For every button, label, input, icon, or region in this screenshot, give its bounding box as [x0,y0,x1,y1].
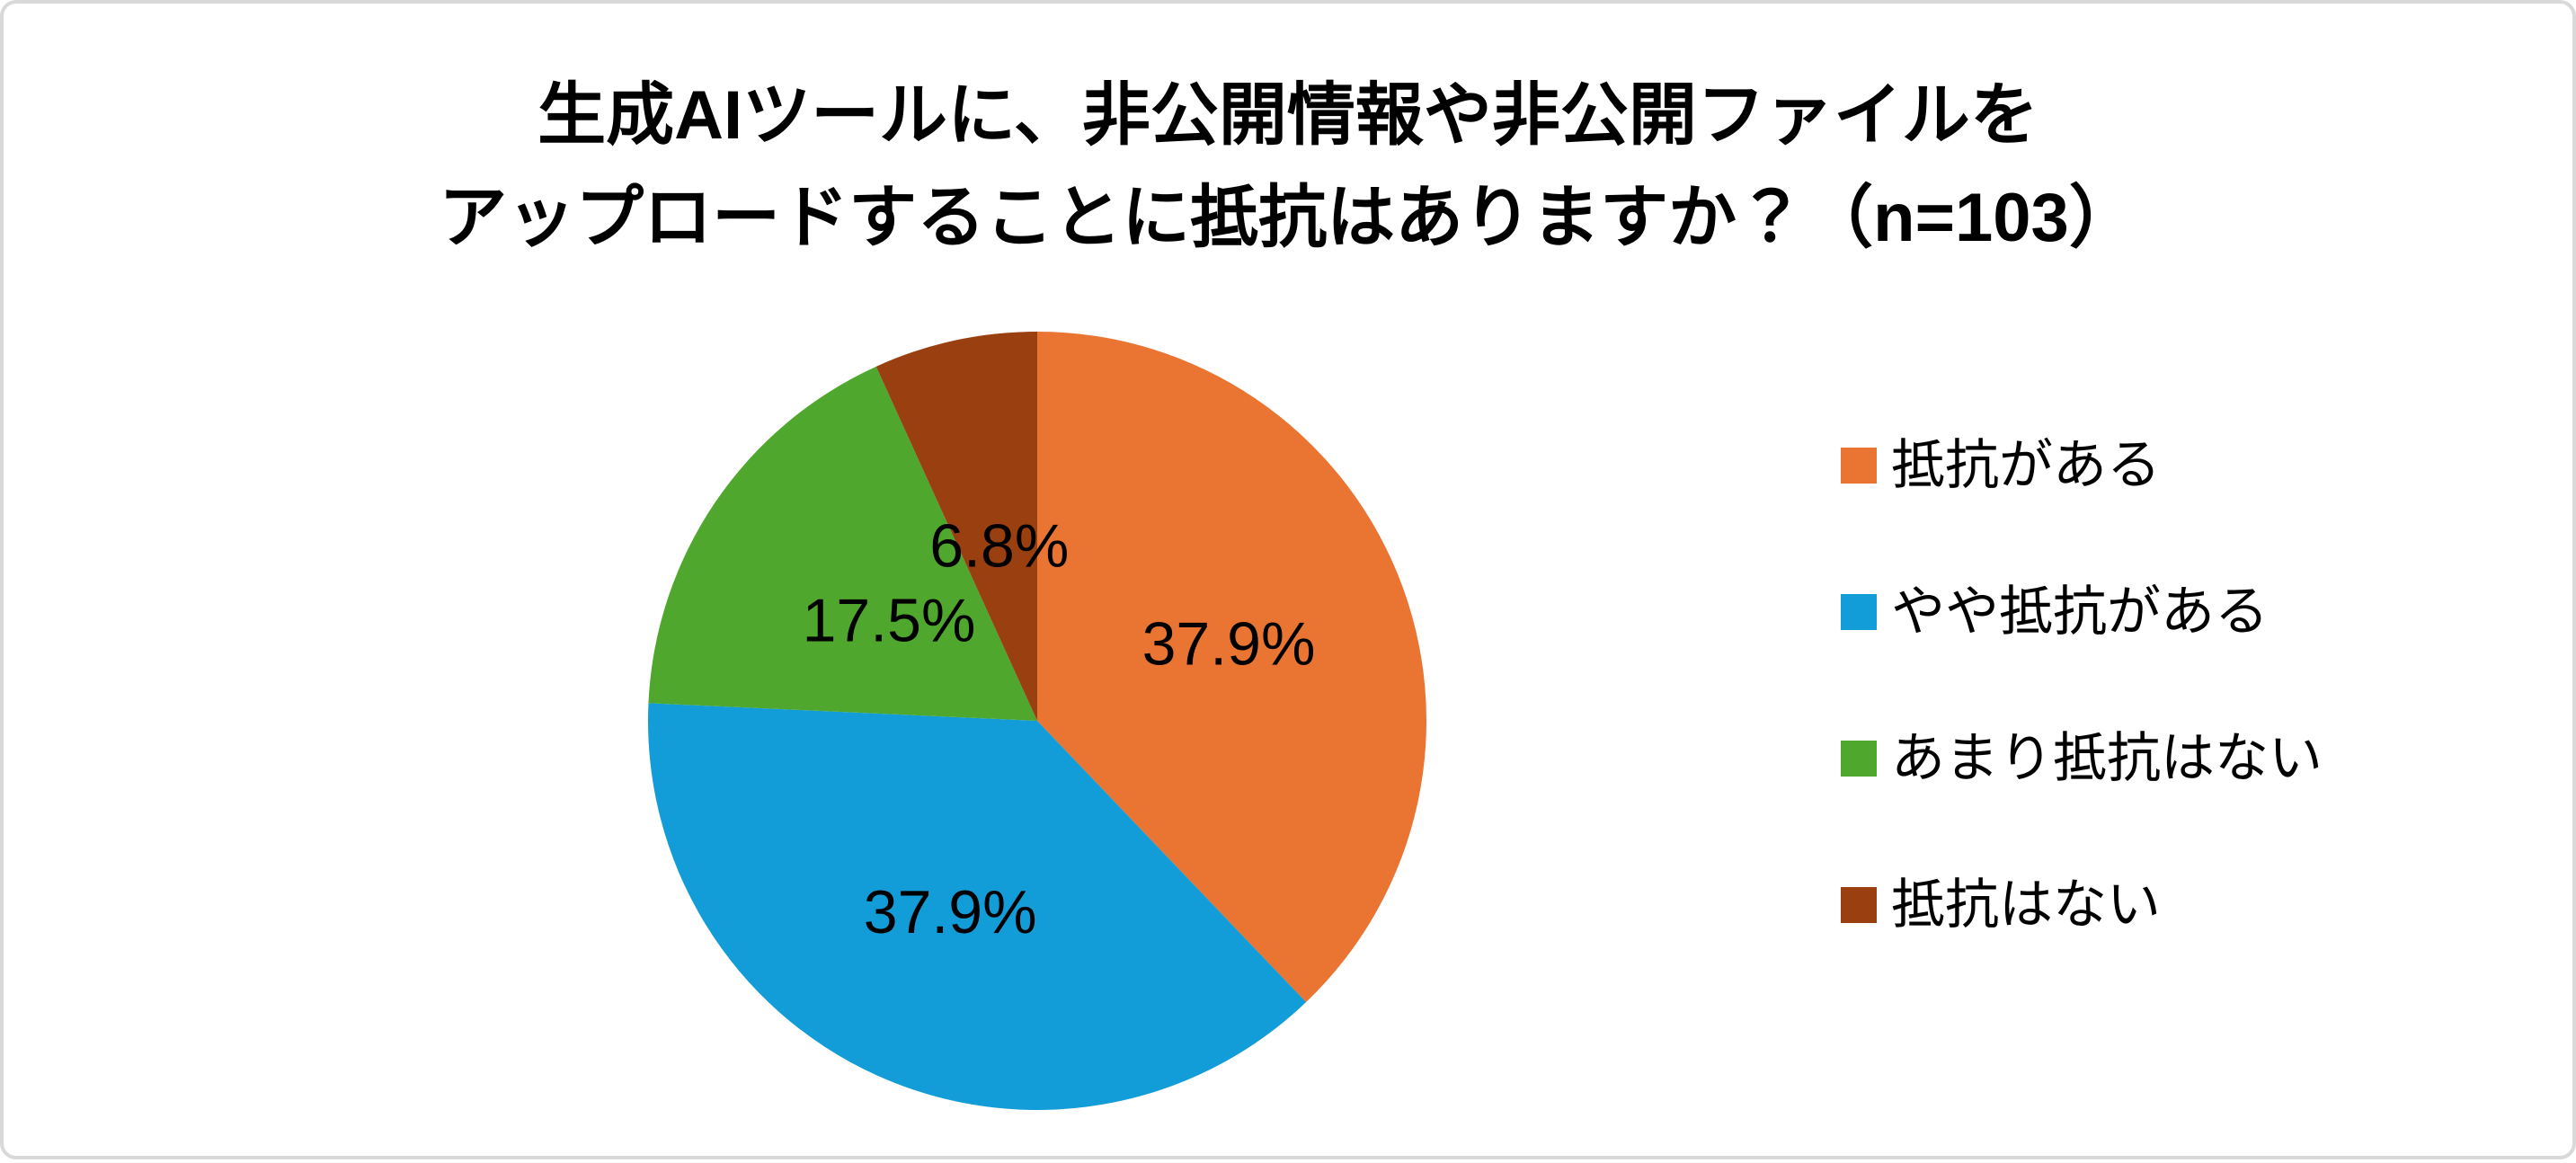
pie-slice-label-3: 17.5% [803,586,976,654]
pie-slice-4 [875,332,1037,721]
chart-title: 生成AIツールに、非公開情報や非公開ファイルを アップロードすることに抵抗はあり… [4,65,2572,270]
pie-slice-label-1: 37.9% [1142,610,1316,679]
pie-slice-2 [648,703,1307,1110]
legend-label: あまり抵抗はない [1891,727,2323,788]
chart-title-line2: アップロードすることに抵抗はありますか？（n=103） [439,180,2137,256]
legend-item-1: 抵抗がある [1841,392,2323,538]
pie-chart: 37.9% 37.9% 17.5%6.8% [648,332,1426,1110]
legend-item-2: やや抵抗がある [1841,538,2323,685]
legend-swatch-icon [1841,447,1877,484]
chart-title-line1: 生成AIツールに、非公開情報や非公開ファイルを [537,77,2039,154]
pie-slice-label-2: 37.9% [864,878,1037,946]
pie-slice-1 [1037,332,1426,1003]
legend-label: 抵抗がある [1891,434,2161,495]
pie-slice-label-4: 6.8% [929,511,1069,580]
legend-label: やや抵抗がある [1891,581,2269,642]
legend-swatch-icon [1841,886,1877,923]
legend-label: 抵抗はない [1891,874,2161,935]
pie-slice-3 [648,366,1037,721]
legend: 抵抗があるやや抵抗がある あまり抵抗はない 抵抗はない [1841,392,2323,978]
legend-swatch-icon [1841,593,1877,630]
legend-item-3: あまり抵抗はない [1841,685,2323,831]
legend-swatch-icon [1841,740,1877,777]
legend-item-4: 抵抗はない [1841,831,2323,978]
